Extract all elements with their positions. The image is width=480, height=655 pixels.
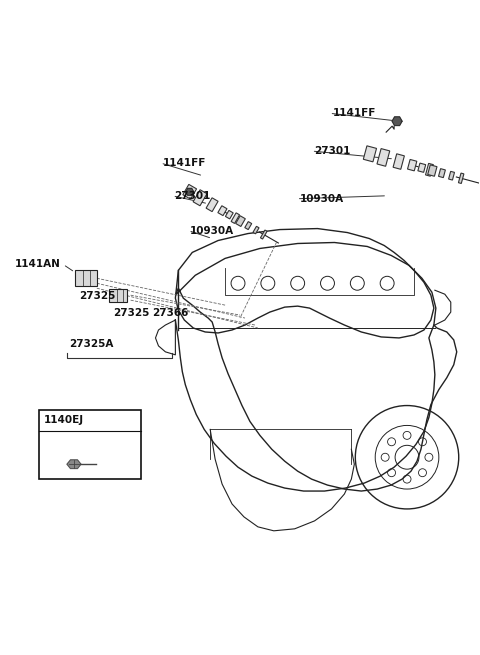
Polygon shape bbox=[231, 213, 240, 223]
Polygon shape bbox=[428, 165, 437, 176]
Polygon shape bbox=[186, 189, 194, 195]
Bar bbox=[109, 290, 127, 302]
Polygon shape bbox=[193, 190, 207, 206]
Bar bbox=[39, 409, 141, 479]
Polygon shape bbox=[226, 210, 233, 219]
Polygon shape bbox=[245, 221, 252, 230]
Polygon shape bbox=[206, 198, 218, 212]
Text: 27325: 27325 bbox=[79, 291, 115, 301]
Text: 27366: 27366 bbox=[153, 308, 189, 318]
Polygon shape bbox=[418, 163, 426, 172]
Polygon shape bbox=[67, 460, 81, 468]
Text: 1140EJ: 1140EJ bbox=[44, 415, 84, 426]
Polygon shape bbox=[458, 173, 464, 183]
Text: 27301: 27301 bbox=[174, 191, 211, 201]
Text: 27325: 27325 bbox=[113, 308, 149, 318]
Polygon shape bbox=[426, 163, 433, 176]
Text: 27325A: 27325A bbox=[69, 339, 113, 349]
Text: 1141AN: 1141AN bbox=[15, 259, 61, 269]
Polygon shape bbox=[392, 117, 402, 126]
Text: 27301: 27301 bbox=[314, 146, 351, 156]
Polygon shape bbox=[218, 206, 227, 215]
Text: 1141FF: 1141FF bbox=[162, 158, 206, 168]
Polygon shape bbox=[253, 227, 259, 234]
Polygon shape bbox=[363, 146, 376, 162]
Polygon shape bbox=[393, 154, 404, 169]
Polygon shape bbox=[183, 185, 197, 199]
Polygon shape bbox=[408, 159, 417, 171]
Polygon shape bbox=[261, 230, 267, 239]
Polygon shape bbox=[439, 168, 445, 178]
Text: 10930A: 10930A bbox=[300, 194, 344, 204]
Polygon shape bbox=[449, 172, 455, 180]
Polygon shape bbox=[236, 215, 245, 227]
Text: 1141FF: 1141FF bbox=[333, 108, 376, 119]
Bar bbox=[75, 271, 97, 286]
Polygon shape bbox=[377, 149, 390, 166]
Text: 10930A: 10930A bbox=[190, 225, 234, 236]
